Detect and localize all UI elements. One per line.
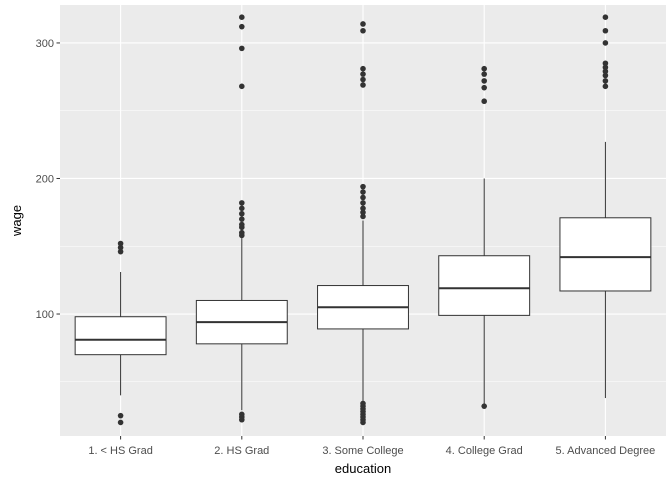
x-tick-label: 3. Some College (322, 445, 403, 457)
outlier-point (239, 221, 245, 228)
y-tick-label: 100 (36, 309, 54, 321)
outlier-point (239, 23, 245, 30)
outlier-point (360, 71, 366, 77)
outlier-point (360, 205, 366, 212)
outlier-point (239, 45, 245, 52)
y-axis-title: wage (9, 205, 24, 237)
outlier-point (481, 78, 488, 84)
x-tick-label: 2. HS Grad (214, 445, 269, 457)
outlier-point (239, 210, 245, 217)
outlier-point (602, 27, 609, 34)
outlier-point (360, 21, 366, 27)
box-group (438, 65, 531, 409)
x-tick-label: 5. Advanced Degree (556, 445, 656, 457)
outlier-point (239, 200, 245, 206)
outlier-point (481, 65, 488, 72)
outlier-point (602, 72, 609, 79)
outlier-point (117, 240, 124, 247)
outlier-point (239, 14, 245, 20)
outlier-point (117, 248, 124, 255)
outlier-point (360, 194, 366, 201)
outlier-point (239, 411, 245, 418)
outlier-point (239, 205, 245, 212)
outlier-point (360, 65, 366, 72)
outlier-point (117, 419, 124, 426)
outlier-point (602, 60, 609, 67)
box-iqr (74, 316, 167, 356)
box-iqr (559, 217, 652, 292)
y-tick-label: 300 (36, 38, 54, 50)
outlier-point (602, 64, 609, 71)
outlier-point (360, 76, 366, 83)
outlier-point (360, 213, 366, 220)
y-axis: 100 200 300 (36, 38, 60, 321)
outlier-point (360, 209, 366, 216)
outlier-point (602, 83, 609, 90)
outlier-point (481, 84, 488, 91)
y-tick-label: 200 (36, 173, 54, 185)
box-group (559, 14, 652, 399)
outlier-point (117, 244, 124, 251)
outlier-point (602, 40, 609, 46)
x-tick-label: 4. College Grad (446, 445, 523, 457)
outlier-point (602, 68, 609, 75)
box-iqr (438, 255, 531, 316)
outlier-point (239, 216, 245, 222)
outlier-point (360, 27, 366, 34)
outlier-point (360, 200, 366, 206)
outlier-point (117, 412, 124, 419)
outlier-point (239, 83, 245, 90)
box-series (74, 14, 652, 426)
outlier-point (602, 78, 609, 84)
outlier-point (360, 189, 366, 195)
outlier-point (481, 403, 488, 409)
box-group (317, 21, 409, 426)
outlier-point (239, 229, 245, 236)
outlier-point (481, 98, 488, 105)
box-group (74, 240, 167, 426)
outlier-point (360, 82, 366, 88)
outlier-point (481, 71, 488, 77)
box-group (195, 14, 288, 423)
outlier-point (360, 183, 366, 190)
x-tick-label: 1. < HS Grad (88, 445, 153, 457)
x-axis-title: education (335, 461, 391, 476)
outlier-point (360, 400, 366, 407)
x-axis: 1. < HS Grad 2. HS Grad 3. Some College 4. … (88, 436, 655, 457)
outlier-point (602, 14, 609, 20)
